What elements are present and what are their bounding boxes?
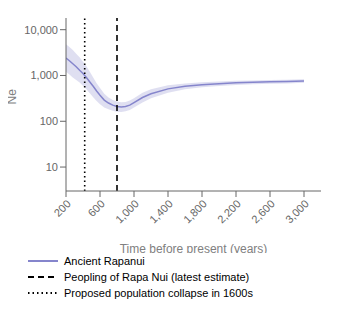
svg-text:10: 10 <box>46 161 58 173</box>
html-text:Peopling of Rapa Nui (latest e: Peopling of Rapa Nui (latest estimate) <box>64 271 250 283</box>
svg-text:Time before present (years): Time before present (years) <box>120 242 268 253</box>
html-text:Ancient Rapanui: Ancient Rapanui <box>64 255 145 267</box>
svg-text:600: 600 <box>85 197 106 218</box>
svg-text:1,000: 1,000 <box>113 197 141 225</box>
svg-text:10,000: 10,000 <box>24 24 58 36</box>
svg-text:200: 200 <box>51 197 72 218</box>
svg-text:1,000: 1,000 <box>30 69 58 81</box>
svg-text:Ne: Ne <box>8 89 19 105</box>
svg-text:3,000: 3,000 <box>283 197 311 225</box>
svg-text:2,600: 2,600 <box>249 197 277 225</box>
svg-text:1,400: 1,400 <box>147 197 175 225</box>
svg-text:2,200: 2,200 <box>215 197 243 225</box>
html-text:Proposed population collapse i: Proposed population collapse in 1600s <box>64 287 253 299</box>
svg-text:100: 100 <box>40 115 58 127</box>
svg-text:1,800: 1,800 <box>181 197 209 225</box>
